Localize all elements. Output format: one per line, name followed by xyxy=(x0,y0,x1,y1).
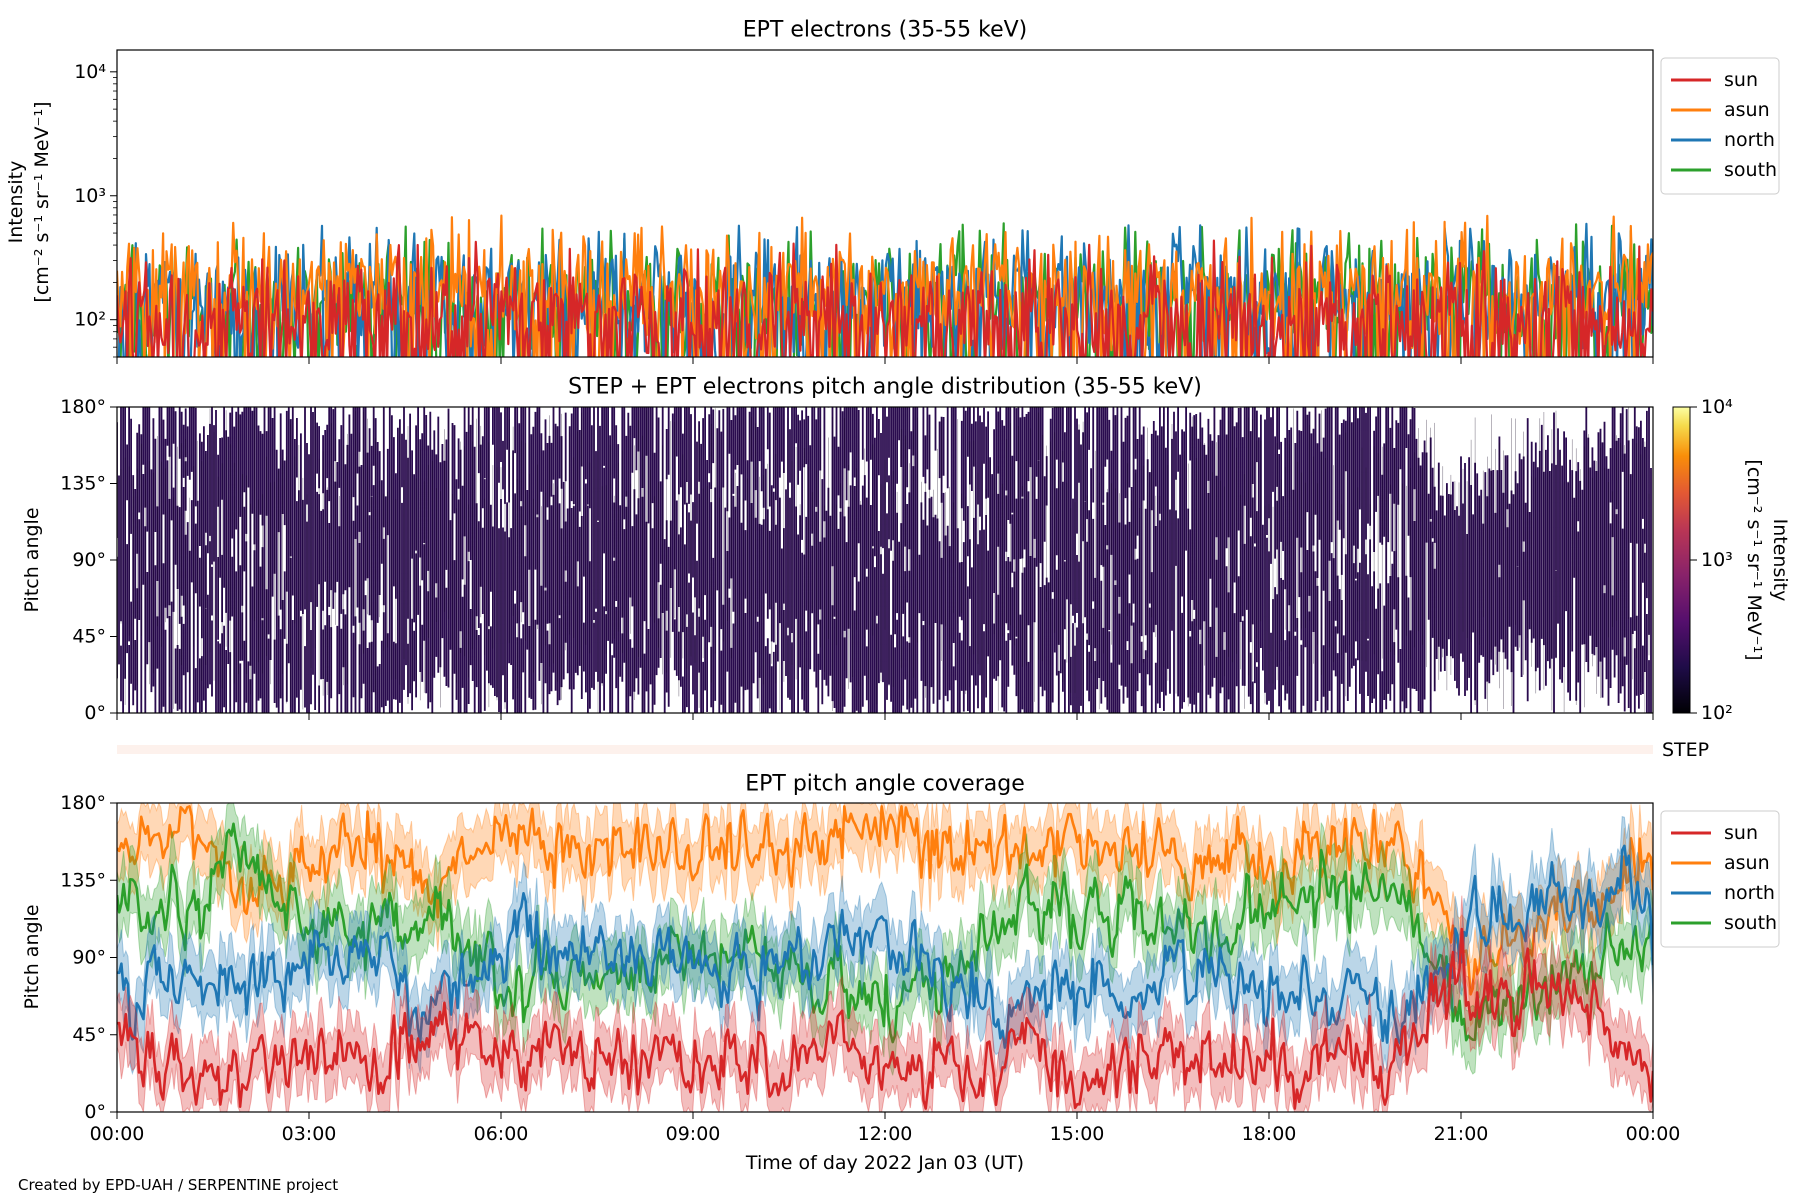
coverage-line-asun xyxy=(117,805,1653,996)
coverage-line-sun xyxy=(117,927,1653,1110)
x-tick-label: 15:00 xyxy=(1050,1123,1105,1145)
panel1-ylabel-units: [cm⁻² s⁻¹ sr⁻¹ MeV⁻¹] xyxy=(31,101,53,302)
pad-heatmap xyxy=(117,407,1652,713)
x-tick-label: 00:00 xyxy=(90,1123,145,1145)
pad-cells xyxy=(117,407,1652,713)
y-tick-label: 90° xyxy=(72,947,106,969)
y-tick-label: 0° xyxy=(84,702,106,724)
coverage-line-north xyxy=(117,844,1653,1049)
colorbar-label-units: [cm⁻² s⁻¹ sr⁻¹ MeV⁻¹] xyxy=(1743,459,1765,660)
y-tick-label: 10³ xyxy=(74,185,106,207)
y-tick-label: 135° xyxy=(60,473,106,495)
x-tick-label: 12:00 xyxy=(858,1123,913,1145)
legend-label-south: south xyxy=(1724,159,1777,181)
x-tick-label: 09:00 xyxy=(666,1123,721,1145)
legend-label-asun: asun xyxy=(1724,852,1770,874)
panel1-title: EPT electrons (35-55 keV) xyxy=(743,18,1028,43)
colorbar xyxy=(1672,406,1691,714)
legend-label-north: north xyxy=(1724,882,1775,904)
legend-frame xyxy=(1660,810,1780,948)
x-axis-label: Time of day 2022 Jan 03 (UT) xyxy=(745,1152,1024,1174)
step-band xyxy=(117,745,1653,754)
coverage-line-south xyxy=(117,822,1653,1044)
legend-label-sun: sun xyxy=(1724,69,1758,91)
y-tick-label: 10² xyxy=(74,309,106,331)
x-tick-label: 00:00 xyxy=(1626,1123,1681,1145)
x-tick-label: 06:00 xyxy=(474,1123,529,1145)
y-tick-label: 10⁴ xyxy=(74,61,106,83)
legend-intensity: sun asun north south xyxy=(1660,57,1780,195)
colorbar-label: Intensity xyxy=(1769,519,1791,602)
panel1-ylabel: Intensity xyxy=(5,161,27,244)
y-tick-label: 135° xyxy=(60,869,106,891)
y-tick-label: 0° xyxy=(84,1101,106,1123)
y-tick-label: 180° xyxy=(60,792,106,814)
legend-coverage: sun asun north south xyxy=(1660,810,1780,948)
colorbar-tick-label: 10³ xyxy=(1701,549,1733,571)
colorbar-tick-label: 10² xyxy=(1701,702,1733,724)
legend-label-south: south xyxy=(1724,912,1777,934)
y-tick-label: 90° xyxy=(72,549,106,571)
legend-frame xyxy=(1660,57,1780,195)
y-tick-label: 45° xyxy=(72,1024,106,1046)
legend-label-north: north xyxy=(1724,129,1775,151)
intensity-plot-area xyxy=(117,214,1653,357)
legend-label-asun: asun xyxy=(1724,99,1770,121)
intensity-line-sun xyxy=(117,239,1653,357)
panel2-title: STEP + EPT electrons pitch angle distrib… xyxy=(568,375,1202,400)
colorbar-tick-label: 10⁴ xyxy=(1701,396,1733,418)
panel2-ylabel: Pitch angle xyxy=(21,507,43,612)
y-tick-label: 180° xyxy=(60,396,106,418)
panel3-ylabel: Pitch angle xyxy=(21,904,43,1009)
x-tick-label: 21:00 xyxy=(1434,1123,1489,1145)
y-tick-label: 45° xyxy=(72,626,106,648)
x-tick-label: 18:00 xyxy=(1242,1123,1297,1145)
intensity-line-asun xyxy=(117,214,1653,357)
panel3-title: EPT pitch angle coverage xyxy=(745,772,1025,797)
pad-cell-edges xyxy=(117,407,1650,713)
credit-text: Created by EPD-UAH / SERPENTINE project xyxy=(18,1176,339,1194)
step-label: STEP xyxy=(1662,739,1709,761)
x-tick-label: 03:00 xyxy=(282,1123,337,1145)
legend-label-sun: sun xyxy=(1724,822,1758,844)
coverage-plot-area xyxy=(117,803,1653,1112)
